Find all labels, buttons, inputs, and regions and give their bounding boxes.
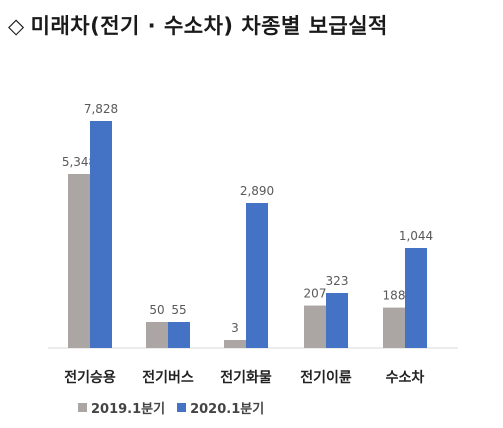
bar-series-1 xyxy=(68,174,90,348)
data-label: 7,828 xyxy=(84,102,118,116)
bar-series-1 xyxy=(383,307,405,348)
x-tick-label: 전기승용 xyxy=(64,369,116,386)
legend-swatch-series-1 xyxy=(78,403,87,412)
legend-item-series-1: 2019.1분기 xyxy=(78,398,165,417)
data-label: 3 xyxy=(231,321,239,335)
bar-series-1 xyxy=(146,322,168,348)
bar-series-2 xyxy=(326,293,348,348)
chart-title-text: 미래차(전기 · 수소차) 차종별 보급실적 xyxy=(30,14,388,38)
data-label: 5,348 xyxy=(62,155,96,169)
legend-label-series-1: 2019.1분기 xyxy=(91,402,166,417)
legend-label-series-2: 2020.1분기 xyxy=(190,402,265,417)
legend-item-series-2: 2020.1분기 xyxy=(177,398,264,417)
bar-series-1 xyxy=(224,340,246,348)
x-tick-label: 전기이륜 xyxy=(300,369,352,386)
data-label: 50 xyxy=(149,303,164,317)
data-label: 323 xyxy=(326,274,349,288)
x-tick-label: 수소차 xyxy=(386,370,425,386)
bar-series-2 xyxy=(168,322,190,348)
bar-series-2 xyxy=(90,121,112,348)
data-label: 207 xyxy=(304,287,327,301)
diamond-outline-icon: ◇ xyxy=(8,14,25,38)
data-label: 55 xyxy=(171,303,186,317)
data-label: 2,890 xyxy=(240,184,274,198)
bar-series-1 xyxy=(304,305,326,348)
x-tick-label: 전기화물 xyxy=(220,369,272,386)
bar-series-2 xyxy=(405,248,427,348)
chart-title: ◇ 미래차(전기 · 수소차) 차종별 보급실적 xyxy=(8,10,388,40)
chart-legend: 2019.1분기 2020.1분기 xyxy=(78,398,276,417)
legend-swatch-series-2 xyxy=(177,403,187,412)
x-tick-label: 전기버스 xyxy=(142,369,194,386)
data-label: 1,044 xyxy=(399,229,433,243)
bar-series-2 xyxy=(246,203,268,348)
data-label: 188 xyxy=(383,289,406,303)
